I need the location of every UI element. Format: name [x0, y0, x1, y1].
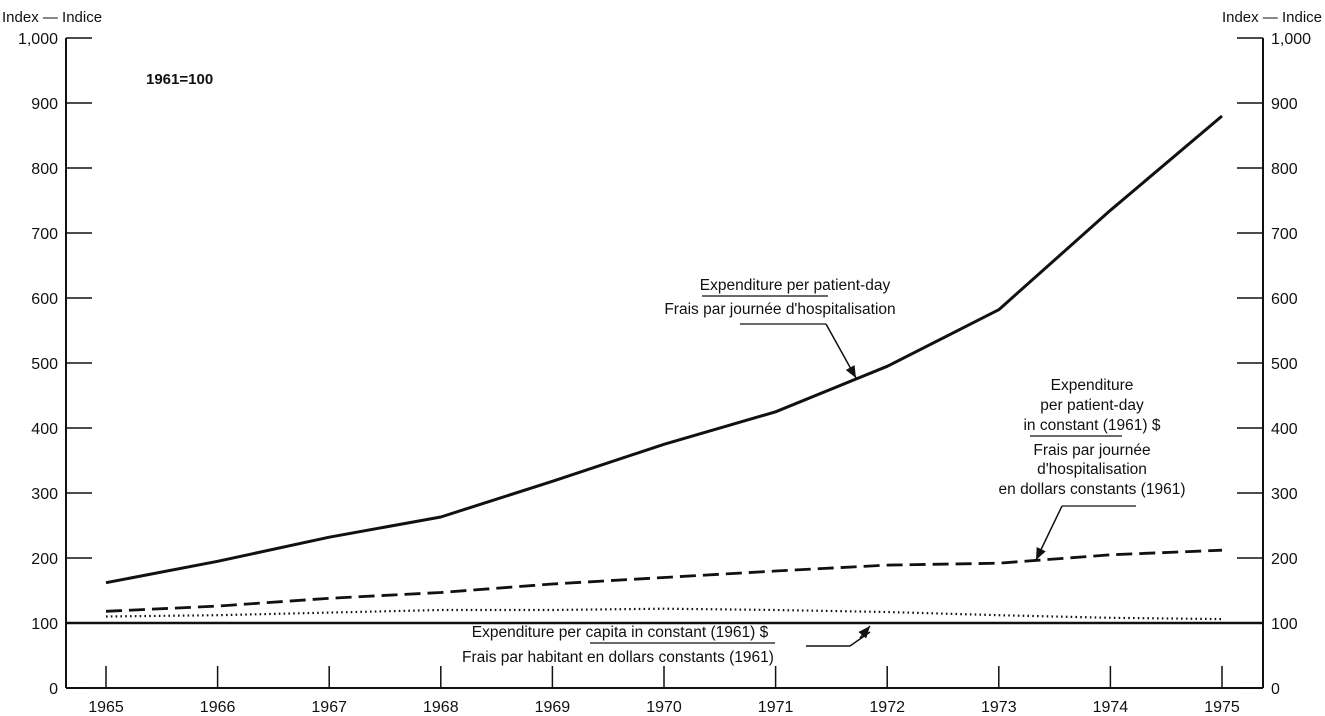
x-tick-label: 1974	[1093, 699, 1129, 716]
y-tick-label-right: 900	[1271, 96, 1298, 113]
axis-title-left: Index — Indice	[2, 9, 102, 26]
series-label-constant-fr-2: d'hospitalisation	[1037, 461, 1147, 478]
series-label-constant-fr-1: Frais par journée	[1033, 442, 1150, 459]
series-label-constant-en-1: Expenditure	[1051, 377, 1134, 394]
series-point-per_patient_day	[217, 560, 219, 562]
y-tick-label-right: 200	[1271, 551, 1298, 568]
leader-arrow-constant-head	[1036, 547, 1046, 560]
leader-arrow-per-patient-day-head	[845, 365, 856, 378]
series-line-per_capita_constant	[105, 607, 1223, 621]
y-tick-label-left: 600	[31, 291, 58, 308]
axes-layer	[65, 37, 1264, 689]
series-point-per_capita_constant	[552, 609, 554, 611]
series-point-per_patient_day_constant	[217, 605, 219, 607]
series-point-per_patient_day_constant	[1110, 554, 1112, 556]
series-point-per_patient_day	[1110, 209, 1112, 211]
series-layer	[66, 114, 1263, 625]
series-point-per_patient_day_constant	[105, 611, 107, 613]
series-point-per_capita_constant	[998, 614, 1000, 616]
series-point-per_patient_day	[328, 536, 330, 538]
series-point-per_patient_day	[663, 443, 665, 445]
x-tick-label: 1971	[758, 699, 794, 716]
series-label-constant-en-2: per patient-day	[1040, 397, 1144, 414]
y-tick-label-right: 500	[1271, 356, 1298, 373]
y-tick-label-right: 300	[1271, 486, 1298, 503]
series-label-constant-fr-3: en dollars constants (1961)	[999, 481, 1186, 498]
series-point-per_capita_constant	[1110, 617, 1112, 619]
y-tick-label-left: 300	[31, 486, 58, 503]
series-point-per_patient_day	[105, 582, 107, 584]
labels-layer: 0 0 100 100 200 200 300 300 400 400 500 500 600 600 70…	[2, 9, 1322, 716]
series-label-constant-en-3: in constant (1961) $	[1023, 417, 1160, 434]
y-tick-label-left: 0	[49, 681, 58, 698]
x-tick-label: 1966	[200, 699, 236, 716]
y-tick-label-right: 600	[1271, 291, 1298, 308]
series-point-per_capita_constant	[440, 609, 442, 611]
series-point-per_patient_day	[775, 411, 777, 413]
y-tick-label-left: 500	[31, 356, 58, 373]
series-point-per_patient_day_constant	[552, 583, 554, 585]
series-point-per_capita_constant	[1221, 618, 1223, 620]
series-point-per_capita_constant	[663, 608, 665, 610]
series-point-per_patient_day_constant	[886, 564, 888, 566]
series-point-per_patient_day_constant	[663, 577, 665, 579]
series-label-per-capita-en: Expenditure per capita in constant (1961…	[472, 624, 769, 641]
series-label-per-patient-day-en: Expenditure per patient-day	[700, 277, 891, 294]
y-tick-label-left: 800	[31, 161, 58, 178]
x-tick-label: 1970	[646, 699, 682, 716]
x-tick-label: 1972	[869, 699, 905, 716]
x-tick-label: 1969	[535, 699, 571, 716]
axis-title-right: Index — Indice	[1222, 9, 1322, 26]
y-tick-label-right: 700	[1271, 226, 1298, 243]
series-point-per_capita_constant	[775, 609, 777, 611]
series-label-per-patient-day-fr: Frais par journée d'hospitalisation	[664, 301, 895, 318]
x-tick-label: 1965	[88, 699, 124, 716]
y-tick-label-right: 400	[1271, 421, 1298, 438]
series-point-per_capita_constant	[217, 614, 219, 616]
y-tick-label-left: 1,000	[18, 31, 58, 48]
series-line-per_patient_day	[105, 114, 1223, 585]
x-tick-label: 1973	[981, 699, 1017, 716]
series-point-per_patient_day_constant	[328, 598, 330, 600]
y-tick-label-right: 100	[1271, 616, 1298, 633]
y-tick-label-left: 900	[31, 96, 58, 113]
series-point-per_capita_constant	[886, 611, 888, 613]
y-tick-label-right: 1,000	[1271, 31, 1311, 48]
series-point-per_patient_day	[440, 516, 442, 518]
x-tick-label: 1968	[423, 699, 459, 716]
series-label-per-capita-fr: Frais par habitant en dollars constants …	[462, 649, 774, 666]
y-tick-label-left: 100	[31, 616, 58, 633]
y-tick-label-left: 700	[31, 226, 58, 243]
series-point-per_patient_day_constant	[775, 570, 777, 572]
series-point-per_patient_day_constant	[998, 562, 1000, 564]
series-point-per_capita_constant	[105, 616, 107, 618]
series-point-per_patient_day_constant	[1221, 549, 1223, 551]
y-tick-label-left: 200	[31, 551, 58, 568]
y-tick-label-right: 800	[1271, 161, 1298, 178]
y-tick-label-right: 0	[1271, 681, 1280, 698]
y-tick-label-left: 400	[31, 421, 58, 438]
x-tick-label: 1975	[1204, 699, 1240, 716]
series-point-per_patient_day	[1221, 115, 1223, 117]
series-point-per_patient_day	[998, 309, 1000, 311]
base-label: 1961=100	[146, 71, 213, 88]
series-line-per_patient_day_constant	[105, 548, 1223, 613]
leader-arrow-per-capita-head	[858, 626, 870, 639]
series-point-per_capita_constant	[328, 612, 330, 614]
series-point-per_patient_day	[886, 365, 888, 367]
x-tick-label: 1967	[311, 699, 347, 716]
leader-line-per-capita	[806, 631, 871, 647]
series-point-per_patient_day	[552, 481, 554, 483]
series-point-per_patient_day_constant	[440, 592, 442, 594]
